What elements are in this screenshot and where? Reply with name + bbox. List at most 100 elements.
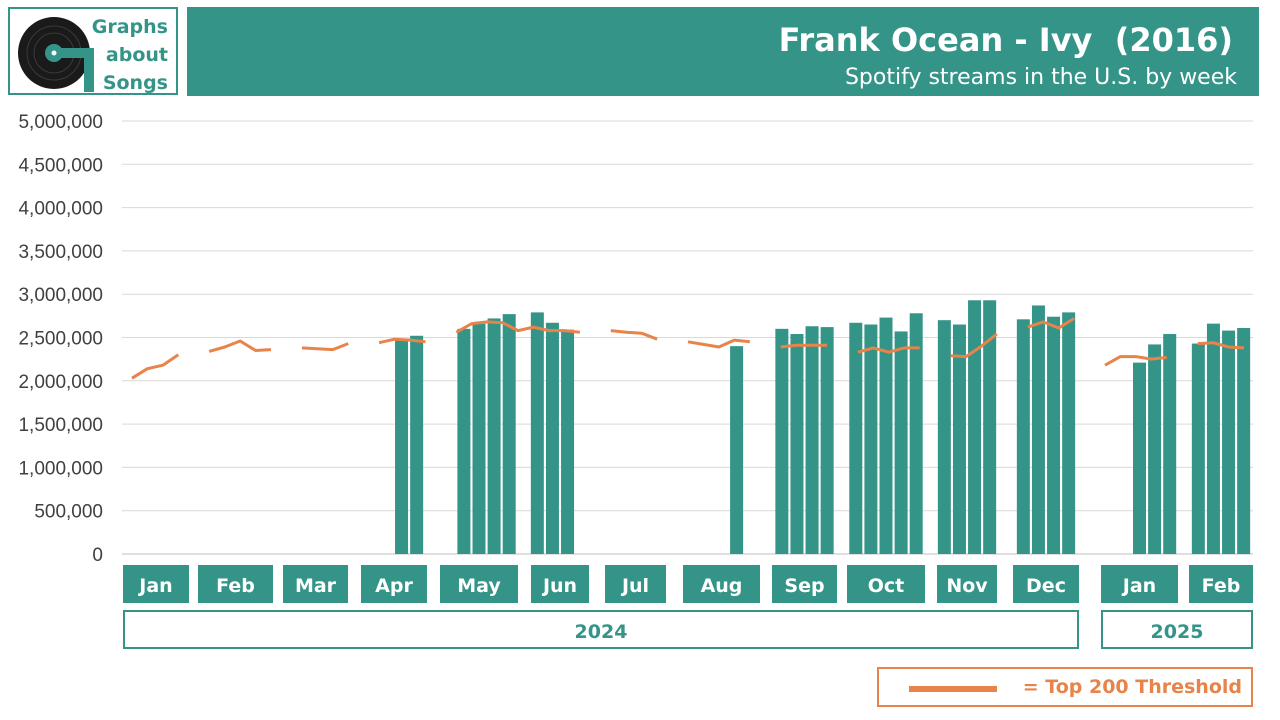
y-tick-label: 2,500,000 bbox=[18, 329, 103, 350]
month-box-aug bbox=[683, 565, 760, 603]
y-tick-label: 5,000,000 bbox=[18, 112, 103, 133]
brand-name: Graphs about Songs bbox=[92, 13, 168, 97]
vinyl-record-icon bbox=[18, 17, 94, 92]
stream-bar bbox=[894, 331, 908, 554]
stream-bar bbox=[1191, 343, 1205, 554]
month-label: Jul bbox=[620, 575, 649, 597]
stream-bar bbox=[410, 335, 424, 554]
legend: = Top 200 Threshold bbox=[877, 667, 1253, 707]
stream-bar bbox=[983, 300, 997, 554]
threshold-line-segment bbox=[687, 338, 750, 349]
month-label: Mar bbox=[295, 575, 337, 597]
stream-bar bbox=[457, 328, 471, 554]
stream-bar bbox=[790, 334, 804, 554]
stream-bar bbox=[472, 323, 486, 554]
stream-bar bbox=[805, 326, 819, 554]
stream-bar bbox=[849, 322, 863, 554]
stream-bar bbox=[1031, 305, 1045, 554]
y-tick-label: 2,000,000 bbox=[18, 372, 103, 393]
stream-bar bbox=[909, 313, 923, 554]
month-box-jun bbox=[531, 565, 589, 603]
stream-bar bbox=[487, 318, 501, 554]
brand-line-1: Graphs bbox=[91, 16, 168, 38]
threshold-line-segment bbox=[610, 329, 658, 341]
threshold-line bbox=[131, 317, 1245, 380]
month-label: Dec bbox=[1026, 575, 1066, 597]
stream-bar bbox=[820, 327, 834, 554]
stream-bar bbox=[502, 314, 516, 554]
month-box-jan bbox=[1101, 565, 1178, 603]
stream-bar bbox=[1047, 316, 1061, 554]
threshold-line-segment bbox=[455, 320, 581, 334]
stream-bar bbox=[937, 320, 951, 554]
stream-bar bbox=[775, 328, 789, 554]
brand-logo: Graphs about Songs bbox=[8, 7, 178, 95]
y-tick-label: 1,500,000 bbox=[18, 415, 103, 436]
y-axis-ticks: 0 500,000 1,000,000 1,500,000 2,000,000 2,500… bbox=[18, 112, 103, 566]
month-box-oct bbox=[847, 565, 925, 603]
y-tick-label: 4,000,000 bbox=[18, 199, 103, 220]
stream-bar bbox=[1222, 330, 1236, 554]
y-tick-label: 1,000,000 bbox=[18, 458, 103, 479]
month-label: Jan bbox=[1121, 575, 1156, 597]
year-box-2024 bbox=[123, 610, 1079, 649]
stream-bar bbox=[1148, 344, 1162, 554]
legend-label: = Top 200 Threshold bbox=[1022, 676, 1242, 698]
month-label: Aug bbox=[701, 575, 743, 597]
month-label: Feb bbox=[1202, 575, 1241, 597]
y-tick-label: 3,000,000 bbox=[18, 285, 103, 306]
stream-bar bbox=[545, 322, 559, 554]
title-bar: Frank Ocean - Ivy (2016) Spotify streams… bbox=[187, 7, 1259, 96]
gridlines bbox=[122, 120, 1253, 555]
month-box-feb bbox=[1189, 565, 1253, 603]
stream-bars bbox=[395, 300, 1251, 554]
month-label: Oct bbox=[868, 575, 905, 597]
month-label: Nov bbox=[946, 575, 988, 597]
brand-line-3: Songs bbox=[102, 72, 168, 94]
year-box-2025 bbox=[1101, 610, 1253, 649]
stream-bar bbox=[730, 346, 744, 554]
year-label: 2024 bbox=[575, 621, 628, 643]
month-label: Sep bbox=[784, 575, 824, 597]
stream-bar bbox=[561, 329, 575, 554]
month-box-jul bbox=[605, 565, 666, 603]
legend-line-swatch bbox=[909, 686, 997, 692]
threshold-line-segment bbox=[780, 343, 827, 349]
y-tick-label: 500,000 bbox=[34, 502, 103, 523]
month-label: Apr bbox=[375, 575, 413, 597]
stream-bar bbox=[1133, 362, 1146, 554]
stream-bar bbox=[1163, 334, 1177, 554]
y-tick-label: 3,500,000 bbox=[18, 242, 103, 263]
month-box-may bbox=[440, 565, 518, 603]
month-box-jan bbox=[123, 565, 189, 603]
month-box-dec bbox=[1013, 565, 1079, 603]
stream-bar bbox=[952, 324, 966, 554]
year-label: 2025 bbox=[1151, 621, 1204, 643]
stream-bar bbox=[1237, 327, 1251, 554]
threshold-line-segment bbox=[857, 346, 920, 354]
month-label: May bbox=[457, 575, 501, 597]
month-box-apr bbox=[361, 565, 427, 603]
threshold-line-segment bbox=[301, 342, 349, 352]
y-tick-label: 4,500,000 bbox=[18, 155, 103, 176]
month-box-sep bbox=[772, 565, 837, 603]
month-box-mar bbox=[283, 565, 348, 603]
threshold-line-segment bbox=[1027, 317, 1075, 330]
stream-bar bbox=[1206, 323, 1220, 554]
threshold-line-segment bbox=[131, 353, 180, 380]
stream-bar bbox=[530, 312, 544, 554]
year-axis: 2024 2025 bbox=[123, 610, 1253, 649]
threshold-line-segment bbox=[1197, 341, 1245, 350]
month-label: Feb bbox=[216, 575, 255, 597]
threshold-line-segment bbox=[1104, 355, 1167, 367]
stream-bar bbox=[1016, 319, 1030, 554]
month-box-nov bbox=[937, 565, 997, 603]
stream-bar bbox=[968, 300, 982, 554]
threshold-line-segment bbox=[950, 332, 998, 359]
threshold-line-segment bbox=[378, 337, 426, 345]
chart-subtitle: Spotify streams in the U.S. by week bbox=[844, 65, 1237, 90]
brand-line-2: about bbox=[105, 44, 168, 66]
chart-title: Frank Ocean - Ivy (2016) bbox=[778, 21, 1233, 59]
month-label: Jun bbox=[541, 575, 577, 597]
stream-bar bbox=[1062, 312, 1076, 554]
